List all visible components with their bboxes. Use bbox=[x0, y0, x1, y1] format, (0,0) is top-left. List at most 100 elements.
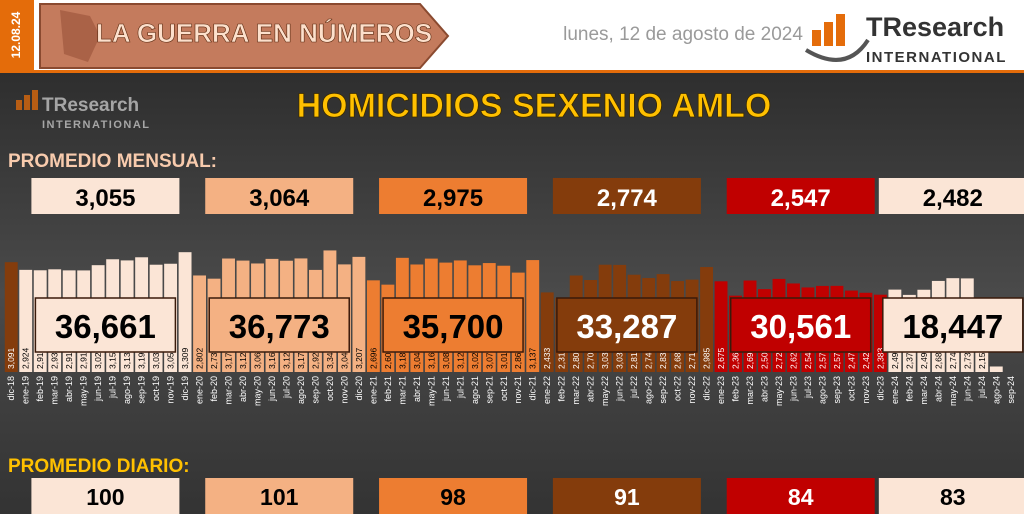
value-label: 3,023 bbox=[470, 347, 480, 369]
x-tick-label: nov-19 bbox=[166, 376, 176, 404]
x-tick-label: abr-19 bbox=[64, 376, 74, 402]
chart-title: HOMICIDIOS SEXENIO AMLO bbox=[297, 87, 772, 125]
x-tick-label: sep-19 bbox=[137, 376, 147, 404]
value-label: 2,541 bbox=[803, 347, 813, 369]
bar bbox=[540, 292, 554, 372]
x-tick-label: jul-20 bbox=[281, 376, 291, 399]
logo-bar bbox=[16, 100, 22, 110]
daily-avg-box bbox=[31, 478, 180, 514]
x-tick-label: nov-20 bbox=[339, 376, 349, 404]
total-box bbox=[382, 297, 524, 353]
value-label: 2,628 bbox=[788, 347, 798, 369]
total-label: 18,447 bbox=[902, 308, 1003, 345]
x-tick-label: ene-24 bbox=[890, 376, 900, 404]
total-box bbox=[556, 297, 698, 353]
date-stripe bbox=[0, 0, 34, 70]
x-tick-label: ene-20 bbox=[195, 376, 205, 404]
value-label: 3,198 bbox=[137, 347, 147, 369]
x-tick-label: sep-21 bbox=[484, 376, 494, 404]
value-label: 2,505 bbox=[760, 347, 770, 369]
bar bbox=[526, 260, 540, 372]
daily-avg-box bbox=[205, 478, 354, 514]
monthly-avg-label: 2,975 bbox=[423, 185, 483, 212]
total-label: 36,773 bbox=[229, 308, 330, 345]
logo: TResearch INTERNATIONAL bbox=[804, 12, 1007, 66]
value-label: 3,207 bbox=[354, 347, 364, 369]
daily-avg-label: 101 bbox=[260, 484, 299, 510]
monthly-avg-label: 2,482 bbox=[923, 185, 983, 212]
x-tick-label: jul-24 bbox=[977, 376, 987, 399]
x-tick-label: dic-23 bbox=[875, 376, 885, 401]
x-tick-label: ene-21 bbox=[368, 376, 378, 404]
x-tick-label: may-19 bbox=[79, 376, 89, 406]
x-tick-label: abr-23 bbox=[760, 376, 770, 402]
value-label: 3,123 bbox=[281, 347, 291, 369]
value-label: 2,711 bbox=[687, 348, 697, 369]
monthly-avg-box bbox=[31, 178, 180, 214]
header-rule bbox=[0, 70, 1024, 73]
value-label: 3,126 bbox=[238, 347, 248, 369]
value-label: 2,923 bbox=[310, 347, 320, 369]
value-label: 2,692 bbox=[745, 347, 755, 369]
total-box bbox=[729, 297, 872, 353]
total-label: 36,661 bbox=[55, 308, 156, 345]
logo-subtitle: INTERNATIONAL bbox=[42, 119, 151, 131]
logo-name: TResearch bbox=[42, 95, 139, 116]
value-label: 3,155 bbox=[108, 347, 118, 369]
x-tick-label: jun-19 bbox=[93, 376, 103, 402]
total-label: 30,561 bbox=[750, 308, 851, 345]
x-tick-label: ene-22 bbox=[542, 376, 552, 404]
value-label: 2,732 bbox=[209, 347, 219, 369]
x-tick-label: oct-22 bbox=[673, 376, 683, 401]
x-tick-label: abr-22 bbox=[586, 376, 596, 402]
monthly-avg-label: 2,547 bbox=[771, 185, 831, 212]
value-label: 2,576 bbox=[832, 347, 842, 369]
value-label: 2,913 bbox=[64, 347, 74, 369]
bar bbox=[700, 267, 713, 372]
value-label: 2,831 bbox=[658, 347, 668, 369]
value-label: 3,137 bbox=[528, 347, 538, 369]
value-label: 3,057 bbox=[166, 347, 176, 369]
monthly-avg-title: PROMEDIO MENSUAL: bbox=[8, 151, 217, 172]
daily-avg-label: 98 bbox=[440, 484, 466, 510]
logo-subtitle: INTERNATIONAL bbox=[866, 49, 1007, 66]
daily-avg-box bbox=[878, 478, 1024, 514]
x-tick-label: ago-19 bbox=[122, 376, 132, 404]
value-label: 2,151 bbox=[977, 347, 987, 369]
total-box bbox=[882, 297, 1024, 353]
value-label: 2,683 bbox=[933, 347, 943, 369]
value-label: 2,696 bbox=[368, 347, 378, 369]
x-tick-label: jun-20 bbox=[267, 376, 277, 402]
logo-bar bbox=[32, 90, 38, 110]
x-tick-label: ago-21 bbox=[470, 376, 480, 404]
value-label: 3,072 bbox=[484, 347, 494, 369]
x-tick-label: dic-21 bbox=[528, 376, 538, 401]
value-label: 3,026 bbox=[93, 347, 103, 369]
monthly-avg-box bbox=[379, 178, 528, 214]
x-tick-label: may-24 bbox=[948, 376, 958, 406]
monthly-avg-box bbox=[552, 178, 701, 214]
total-box bbox=[208, 297, 350, 353]
value-label: 2,727 bbox=[774, 347, 784, 369]
logo-bar bbox=[24, 95, 30, 110]
x-tick-label: dic-22 bbox=[702, 376, 712, 401]
value-label: 2,494 bbox=[890, 347, 900, 369]
monthly-avg-box bbox=[205, 178, 354, 214]
x-tick-label: may-23 bbox=[774, 376, 784, 406]
x-tick-label: feb-22 bbox=[557, 376, 567, 402]
x-tick-label: mar-23 bbox=[745, 376, 755, 405]
x-tick-label: mar-21 bbox=[397, 376, 407, 405]
x-tick-label: may-21 bbox=[426, 376, 436, 406]
x-tick-label: sep-23 bbox=[832, 376, 842, 404]
x-tick-label: sep-24 bbox=[1006, 376, 1016, 404]
value-label: 2,915 bbox=[35, 347, 45, 369]
x-tick-label: oct-21 bbox=[499, 376, 509, 401]
monthly-avg-label: 2,774 bbox=[597, 185, 658, 212]
monthly-avg-box bbox=[878, 178, 1024, 214]
value-label: 3,163 bbox=[267, 347, 277, 369]
monthly-avg-label: 3,064 bbox=[249, 185, 310, 212]
x-tick-label: feb-19 bbox=[35, 376, 45, 402]
x-tick-label: mar-19 bbox=[50, 376, 60, 405]
bar bbox=[366, 280, 380, 372]
